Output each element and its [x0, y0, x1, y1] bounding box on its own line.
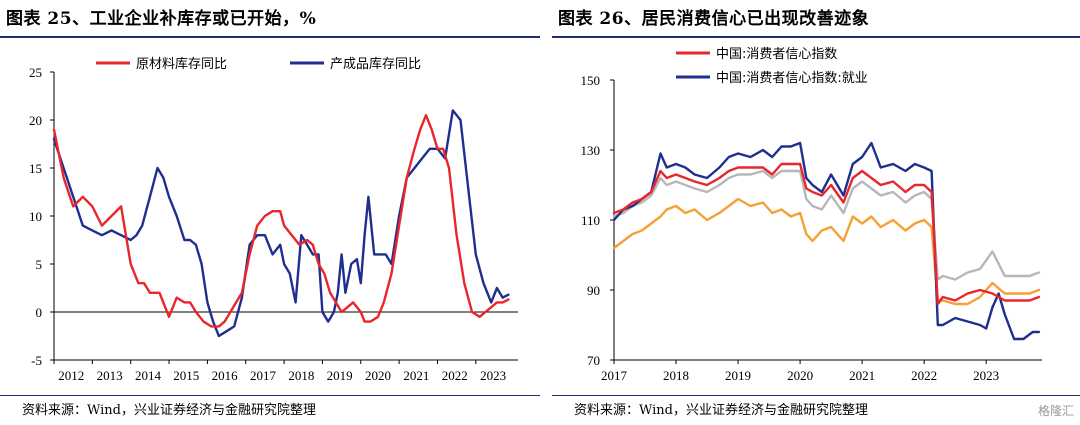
source-divider — [552, 395, 1080, 396]
x-tick-label: 2016 — [212, 368, 239, 383]
series-line-1 — [52, 113, 510, 328]
legend-label: 中国:消费者信心指数 — [716, 47, 837, 62]
series-line-4 — [612, 197, 1041, 306]
x-tick-label: 2013 — [97, 368, 123, 383]
chart-panel-inventory: 图表 25、工业企业补库存或已开始，% -5 0 5 10 15 20 25 2012 2013… — [0, 9, 540, 418]
y-tick-label: 130 — [581, 143, 601, 158]
series-line-3 — [612, 169, 1041, 281]
y-tick-label: 90 — [587, 283, 600, 298]
y-tick-label: 0 — [36, 305, 43, 320]
x-tick-label: 2015 — [173, 368, 199, 383]
confidence-chart: 70 90 110 130 150 2017 2018 2019 2020 2021 2022 202… — [581, 47, 1042, 383]
x-tick-label: 2020 — [365, 368, 391, 383]
x-tick-label: 2019 — [725, 368, 751, 383]
x-tick-label: 2017 — [601, 368, 628, 383]
x-tick-label: 2022 — [911, 368, 937, 383]
chart-title: 图表 25、工业企业补库存或已开始，% — [6, 9, 317, 29]
x-tick-label: 2018 — [663, 368, 689, 383]
title-divider — [0, 36, 540, 38]
y-tick-label: 25 — [29, 65, 42, 80]
x-tick-label: 2020 — [787, 368, 813, 383]
x-tick-label: 2012 — [58, 368, 84, 383]
y-tick-label: 110 — [581, 213, 600, 228]
y-tick-label: 20 — [29, 113, 42, 128]
x-tick-label: 2019 — [327, 368, 353, 383]
y-tick-label: 150 — [581, 73, 601, 88]
series-line-2 — [52, 109, 510, 338]
legend-label: 产成品库存同比 — [330, 56, 421, 72]
title-divider — [552, 36, 1080, 38]
source-divider — [0, 395, 540, 396]
y-tick-label: 15 — [29, 161, 42, 176]
x-tick-label: 2014 — [135, 368, 162, 383]
chart-panel-confidence: 图表 26、居民消费信心已出现改善迹象 70 90 110 130 150 2017 201… — [552, 0, 1080, 425]
x-tick-label: 2023 — [480, 368, 506, 383]
chart-title: 图表 26、居民消费信心已出现改善迹象 — [558, 9, 870, 29]
watermark-logo: 格隆汇 — [1037, 404, 1074, 418]
legend-label: 原材料库存同比 — [136, 56, 227, 72]
series-line-2 — [612, 141, 1041, 341]
x-tick-label: 2022 — [442, 368, 468, 383]
x-tick-label: 2018 — [288, 368, 314, 383]
y-tick-label: -5 — [31, 353, 42, 368]
y-tick-label: 70 — [587, 353, 600, 368]
x-tick-label: 2021 — [849, 368, 875, 383]
x-tick-label: 2017 — [250, 368, 277, 383]
source-note: 资料来源：Wind，兴业证券经济与金融研究院整理 — [574, 403, 868, 418]
series-line-1 — [612, 162, 1041, 306]
y-tick-label: 10 — [29, 209, 42, 224]
x-tick-label: 2021 — [403, 368, 429, 383]
source-note: 资料来源：Wind，兴业证券经济与金融研究院整理 — [22, 403, 316, 418]
y-tick-label: 5 — [36, 257, 43, 272]
x-tick-label: 2023 — [973, 368, 999, 383]
inventory-chart: -5 0 5 10 15 20 25 2012 2013 2014 2015 2016 2017 2018… — [29, 56, 518, 383]
legend-label: 中国:消费者信心指数:就业 — [716, 71, 868, 86]
